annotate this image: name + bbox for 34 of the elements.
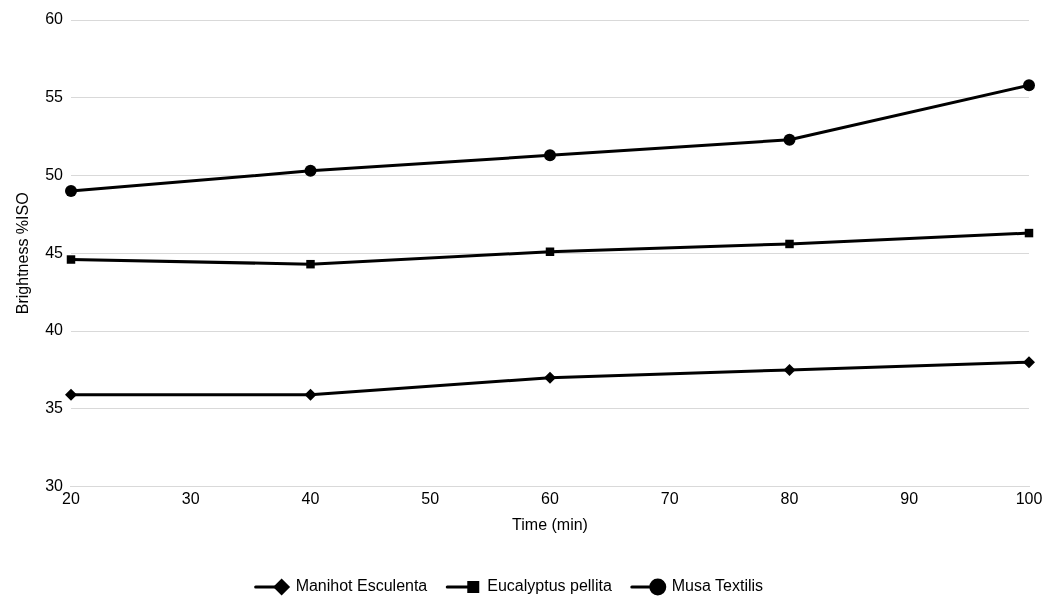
- point: [65, 185, 77, 198]
- y-tick-label: 40: [45, 321, 64, 339]
- y-tick-label: 30: [45, 477, 64, 495]
- point: [783, 133, 796, 146]
- x-tick-label: 40: [301, 489, 320, 507]
- y-tick-label: 45: [45, 243, 64, 261]
- x-tick-label: 90: [900, 489, 919, 507]
- point: [544, 371, 556, 384]
- legend-label: Musa Textilis: [671, 577, 764, 595]
- y-tick-label: 60: [45, 10, 64, 28]
- point: [783, 363, 796, 376]
- x-tick-label: 100: [1015, 489, 1043, 507]
- y-tick-label: 55: [45, 88, 64, 106]
- x-tick-label: 80: [780, 489, 799, 507]
- legend-label: Manihot Esculenta: [295, 577, 428, 595]
- legend-label: Eucalyptus pellita: [487, 577, 612, 595]
- x-tick-label: 30: [181, 489, 200, 507]
- point: [1023, 356, 1035, 369]
- point: [66, 255, 76, 264]
- y-axis-title: Brightness %ISO: [14, 192, 32, 315]
- x-tick-label: 60: [541, 489, 559, 507]
- point: [544, 149, 556, 162]
- y-tick-label: 50: [45, 165, 64, 183]
- point: [306, 259, 315, 269]
- x-axis-title: Time (min): [512, 515, 588, 533]
- point: [65, 388, 77, 401]
- y-tick-label: 35: [45, 399, 64, 417]
- x-tick-label: 70: [660, 489, 679, 507]
- x-tick-label: 50: [421, 489, 440, 507]
- x-tick-label: 20: [62, 489, 80, 507]
- point: [304, 164, 317, 177]
- point: [304, 388, 317, 401]
- point: [1023, 79, 1035, 92]
- point: [785, 239, 794, 249]
